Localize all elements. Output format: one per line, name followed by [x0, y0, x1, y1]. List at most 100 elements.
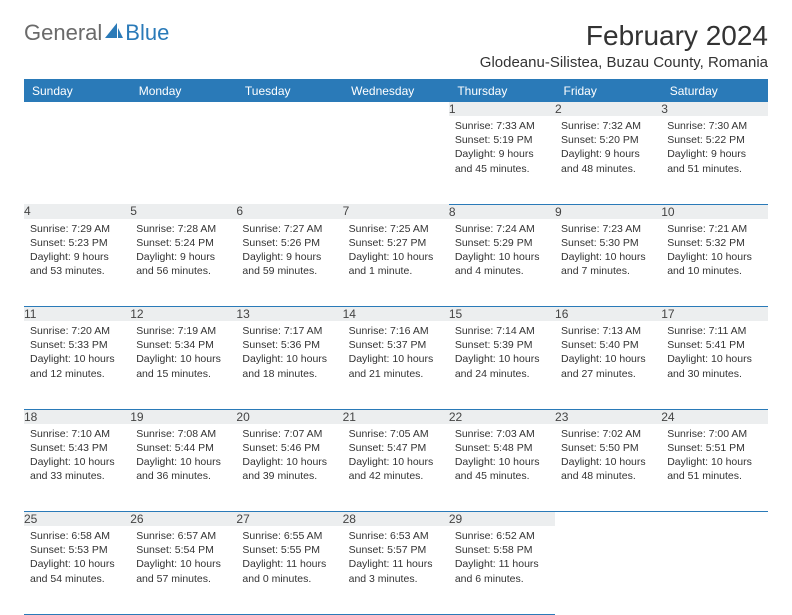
day-details: Sunrise: 7:17 AMSunset: 5:36 PMDaylight:…: [236, 321, 342, 385]
day-body-cell: Sunrise: 7:30 AMSunset: 5:22 PMDaylight:…: [661, 116, 767, 204]
sunrise-line: Sunrise: 6:55 AM: [242, 529, 336, 543]
sunrise-line: Sunrise: 7:07 AM: [242, 427, 336, 441]
day-body-cell: Sunrise: 7:10 AMSunset: 5:43 PMDaylight:…: [24, 424, 130, 512]
sunrise-line: Sunrise: 6:57 AM: [136, 529, 230, 543]
sunset-line: Sunset: 5:24 PM: [136, 236, 230, 250]
day-body-cell: Sunrise: 7:23 AMSunset: 5:30 PMDaylight:…: [555, 219, 661, 307]
day-number-cell: 21: [343, 409, 449, 424]
day-number-cell: 15: [449, 307, 555, 322]
day-number-cell: 26: [130, 512, 236, 527]
week-daynum-row: 11121314151617: [24, 307, 768, 322]
sunrise-line: Sunrise: 7:33 AM: [455, 119, 549, 133]
day-details: Sunrise: 7:10 AMSunset: 5:43 PMDaylight:…: [24, 424, 130, 488]
day-details: Sunrise: 7:20 AMSunset: 5:33 PMDaylight:…: [24, 321, 130, 385]
day-number-cell: 14: [343, 307, 449, 322]
daylight-line: Daylight: 9 hours and 45 minutes.: [455, 147, 549, 175]
sunset-line: Sunset: 5:44 PM: [136, 441, 230, 455]
sunrise-line: Sunrise: 7:29 AM: [30, 222, 124, 236]
calendar-table: SundayMondayTuesdayWednesdayThursdayFrid…: [24, 79, 768, 615]
sunset-line: Sunset: 5:39 PM: [455, 338, 549, 352]
daylight-line: Daylight: 10 hours and 36 minutes.: [136, 455, 230, 483]
daylight-line: Daylight: 9 hours and 59 minutes.: [242, 250, 336, 278]
sunrise-line: Sunrise: 7:23 AM: [561, 222, 655, 236]
sunset-line: Sunset: 5:48 PM: [455, 441, 549, 455]
day-body-cell: Sunrise: 7:27 AMSunset: 5:26 PMDaylight:…: [236, 219, 342, 307]
sunset-line: Sunset: 5:37 PM: [349, 338, 443, 352]
day-details: Sunrise: 7:19 AMSunset: 5:34 PMDaylight:…: [130, 321, 236, 385]
daylight-line: Daylight: 10 hours and 7 minutes.: [561, 250, 655, 278]
day-number-cell: 20: [236, 409, 342, 424]
week-body-row: Sunrise: 7:20 AMSunset: 5:33 PMDaylight:…: [24, 321, 768, 409]
sunrise-line: Sunrise: 7:14 AM: [455, 324, 549, 338]
day-number-cell: [343, 102, 449, 116]
daylight-line: Daylight: 9 hours and 48 minutes.: [561, 147, 655, 175]
day-body-cell: Sunrise: 7:19 AMSunset: 5:34 PMDaylight:…: [130, 321, 236, 409]
sunrise-line: Sunrise: 7:10 AM: [30, 427, 124, 441]
day-body-cell: Sunrise: 6:58 AMSunset: 5:53 PMDaylight:…: [24, 526, 130, 614]
day-details: Sunrise: 7:27 AMSunset: 5:26 PMDaylight:…: [236, 219, 342, 283]
day-number-cell: 10: [661, 204, 767, 219]
daylight-line: Daylight: 10 hours and 42 minutes.: [349, 455, 443, 483]
day-details: Sunrise: 6:58 AMSunset: 5:53 PMDaylight:…: [24, 526, 130, 590]
day-body-cell: Sunrise: 7:25 AMSunset: 5:27 PMDaylight:…: [343, 219, 449, 307]
day-body-cell: Sunrise: 7:32 AMSunset: 5:20 PMDaylight:…: [555, 116, 661, 204]
day-body-cell: Sunrise: 7:14 AMSunset: 5:39 PMDaylight:…: [449, 321, 555, 409]
day-body-cell: Sunrise: 6:55 AMSunset: 5:55 PMDaylight:…: [236, 526, 342, 614]
day-number-cell: 19: [130, 409, 236, 424]
day-number-cell: 22: [449, 409, 555, 424]
sunset-line: Sunset: 5:57 PM: [349, 543, 443, 557]
day-details: Sunrise: 7:23 AMSunset: 5:30 PMDaylight:…: [555, 219, 661, 283]
daylight-line: Daylight: 10 hours and 48 minutes.: [561, 455, 655, 483]
day-body-cell: [555, 526, 661, 614]
sunrise-line: Sunrise: 7:17 AM: [242, 324, 336, 338]
daylight-line: Daylight: 11 hours and 3 minutes.: [349, 557, 443, 585]
day-body-cell: Sunrise: 6:53 AMSunset: 5:57 PMDaylight:…: [343, 526, 449, 614]
day-details: Sunrise: 7:29 AMSunset: 5:23 PMDaylight:…: [24, 219, 130, 283]
daylight-line: Daylight: 10 hours and 30 minutes.: [667, 352, 761, 380]
daylight-line: Daylight: 10 hours and 51 minutes.: [667, 455, 761, 483]
sunset-line: Sunset: 5:26 PM: [242, 236, 336, 250]
day-body-cell: Sunrise: 7:20 AMSunset: 5:33 PMDaylight:…: [24, 321, 130, 409]
day-number-cell: [130, 102, 236, 116]
day-details: Sunrise: 7:25 AMSunset: 5:27 PMDaylight:…: [343, 219, 449, 283]
day-body-cell: Sunrise: 6:57 AMSunset: 5:54 PMDaylight:…: [130, 526, 236, 614]
day-number-cell: 2: [555, 102, 661, 116]
sunrise-line: Sunrise: 6:52 AM: [455, 529, 549, 543]
day-number-cell: 7: [343, 204, 449, 219]
day-number-cell: 16: [555, 307, 661, 322]
day-body-cell: Sunrise: 7:33 AMSunset: 5:19 PMDaylight:…: [449, 116, 555, 204]
day-number-cell: [555, 512, 661, 527]
day-number-cell: 3: [661, 102, 767, 116]
day-number-cell: 5: [130, 204, 236, 219]
sunrise-line: Sunrise: 7:30 AM: [667, 119, 761, 133]
day-details: Sunrise: 7:13 AMSunset: 5:40 PMDaylight:…: [555, 321, 661, 385]
day-details: Sunrise: 6:52 AMSunset: 5:58 PMDaylight:…: [449, 526, 555, 590]
daylight-line: Daylight: 10 hours and 54 minutes.: [30, 557, 124, 585]
sunset-line: Sunset: 5:27 PM: [349, 236, 443, 250]
month-title: February 2024: [480, 20, 768, 52]
daylight-line: Daylight: 11 hours and 6 minutes.: [455, 557, 549, 585]
day-details: Sunrise: 6:57 AMSunset: 5:54 PMDaylight:…: [130, 526, 236, 590]
day-number-cell: 11: [24, 307, 130, 322]
day-body-cell: [24, 116, 130, 204]
day-details: Sunrise: 7:33 AMSunset: 5:19 PMDaylight:…: [449, 116, 555, 180]
day-details: Sunrise: 7:28 AMSunset: 5:24 PMDaylight:…: [130, 219, 236, 283]
sunrise-line: Sunrise: 7:20 AM: [30, 324, 124, 338]
daylight-line: Daylight: 9 hours and 56 minutes.: [136, 250, 230, 278]
day-number-cell: 9: [555, 204, 661, 219]
sunset-line: Sunset: 5:30 PM: [561, 236, 655, 250]
sunrise-line: Sunrise: 7:21 AM: [667, 222, 761, 236]
day-body-cell: Sunrise: 7:21 AMSunset: 5:32 PMDaylight:…: [661, 219, 767, 307]
day-details: Sunrise: 6:55 AMSunset: 5:55 PMDaylight:…: [236, 526, 342, 590]
sunset-line: Sunset: 5:29 PM: [455, 236, 549, 250]
sunrise-line: Sunrise: 7:24 AM: [455, 222, 549, 236]
sunset-line: Sunset: 5:22 PM: [667, 133, 761, 147]
logo-sail-icon: [104, 22, 124, 40]
day-details: Sunrise: 7:14 AMSunset: 5:39 PMDaylight:…: [449, 321, 555, 385]
day-body-cell: Sunrise: 7:07 AMSunset: 5:46 PMDaylight:…: [236, 424, 342, 512]
day-number-cell: 12: [130, 307, 236, 322]
day-body-cell: Sunrise: 7:17 AMSunset: 5:36 PMDaylight:…: [236, 321, 342, 409]
day-body-cell: Sunrise: 7:08 AMSunset: 5:44 PMDaylight:…: [130, 424, 236, 512]
daylight-line: Daylight: 10 hours and 10 minutes.: [667, 250, 761, 278]
header: General Blue February 2024 Glodeanu-Sili…: [24, 20, 768, 71]
